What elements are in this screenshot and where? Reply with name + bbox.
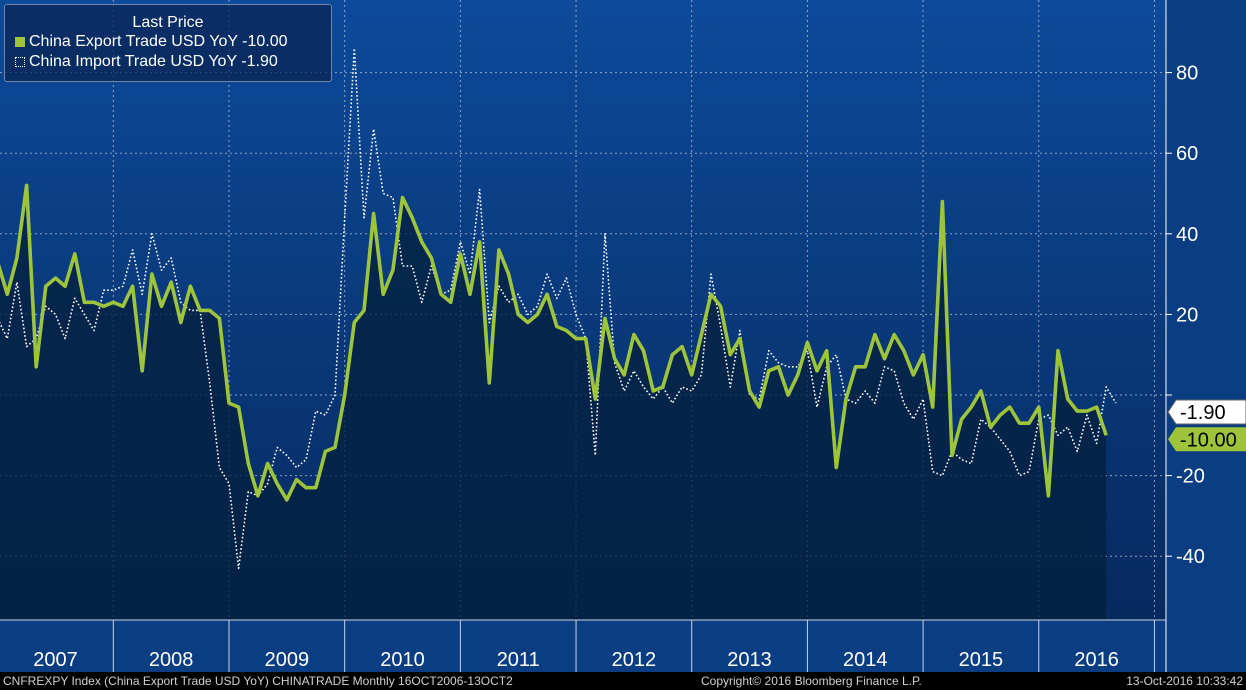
export-area-fill [0,185,1107,620]
export-area [0,185,1107,620]
y-axis-panel [1166,0,1246,672]
export-last-value-box [1168,427,1246,452]
import-last-value-box [1167,399,1246,425]
y-tick-label: -20 [1176,466,1205,488]
footer: CNFREXPY Index (China Export Trade USD Y… [0,672,1246,690]
footer-copyright: Copyright© 2016 Bloomberg Finance L.P. [701,674,922,688]
x-tick-label: 2009 [265,649,310,671]
legend-label-export: China Export Trade USD YoY [29,33,238,50]
legend: Last Price China Export Trade USD YoY -1… [4,4,332,82]
legend-header: Last Price [132,14,204,31]
y-tick-label: 40 [1176,224,1198,246]
x-tick-label: 2016 [1074,649,1119,671]
x-axis-panel [0,620,1166,672]
import-last-value-label: -1.90 [1180,402,1226,424]
y-tick-label: -40 [1176,546,1205,568]
footer-index-info: CNFREXPY Index (China Export Trade USD Y… [3,674,513,688]
import-series-line [0,47,1117,570]
export-series-line [0,183,1108,502]
x-tick-label: 2014 [843,649,888,671]
x-tick-label: 2013 [727,649,772,671]
footer-timestamp: 13-Oct-2016 10:33:42 [1126,674,1243,688]
legend-swatch-export [15,37,25,47]
x-tick-label: 2012 [612,649,657,671]
axes: 80 60 40 20 -20 -40 2007 2008 2009 2010 2011 2012 20… [0,0,1205,672]
legend-item-import: China Import Trade USD YoY -1.90 [5,52,331,72]
legend-swatch-import [15,57,25,67]
legend-item-export: China Export Trade USD YoY -10.00 [5,32,331,52]
export-last-value-label: -10.00 [1180,429,1237,451]
x-tick-label: 2011 [497,649,540,671]
x-tick-label: 2015 [959,649,1004,671]
x-tick-label: 2008 [149,649,194,671]
legend-value-import: -1.90 [241,53,278,70]
y-tick-label: 20 [1176,304,1198,326]
y-tick-label: 60 [1176,143,1198,165]
legend-value-export: -10.00 [242,33,288,50]
legend-label-import: China Import Trade USD YoY [29,53,237,70]
x-tick-label: 2010 [380,649,425,671]
series-lines [0,47,1117,570]
y-tick-label: 80 [1176,63,1198,85]
x-tick-label: 2007 [33,649,78,671]
last-value-labels: -1.90 -10.00 [1167,399,1246,452]
